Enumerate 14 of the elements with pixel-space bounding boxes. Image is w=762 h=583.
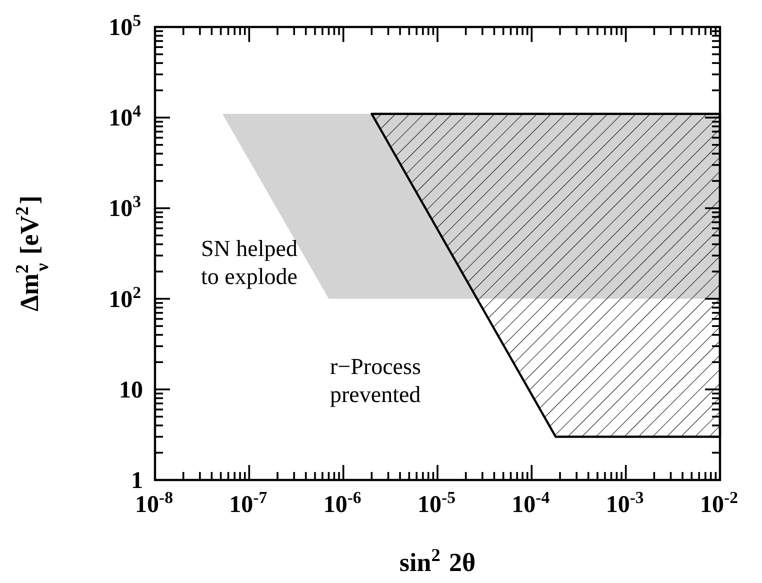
x-tick-label: 10$^{-2}$ [700, 488, 738, 518]
y-tick-label: 10$^{4}$ [108, 101, 142, 132]
y-tick-label: 10$^{2}$ [108, 282, 141, 313]
x-tick-label: 10$^{-3}$ [606, 488, 644, 518]
annotation: r−Process prevented [330, 354, 422, 407]
annotation: SN helped to explode [201, 236, 298, 289]
y-tick-label: 10$^{5}$ [108, 10, 141, 41]
x-axis-title: sin$^{2}$ 2θ [399, 545, 476, 577]
y-tick-label: 10$^{3}$ [108, 192, 141, 222]
y-tick-label: 10 [119, 377, 143, 404]
x-tick-label: 10$^{-7}$ [229, 488, 268, 518]
x-tick-label: 10$^{-4}$ [512, 488, 550, 518]
x-tick-label: 10$^{-5}$ [418, 488, 456, 518]
x-tick-label: 10$^{-6}$ [323, 488, 362, 518]
